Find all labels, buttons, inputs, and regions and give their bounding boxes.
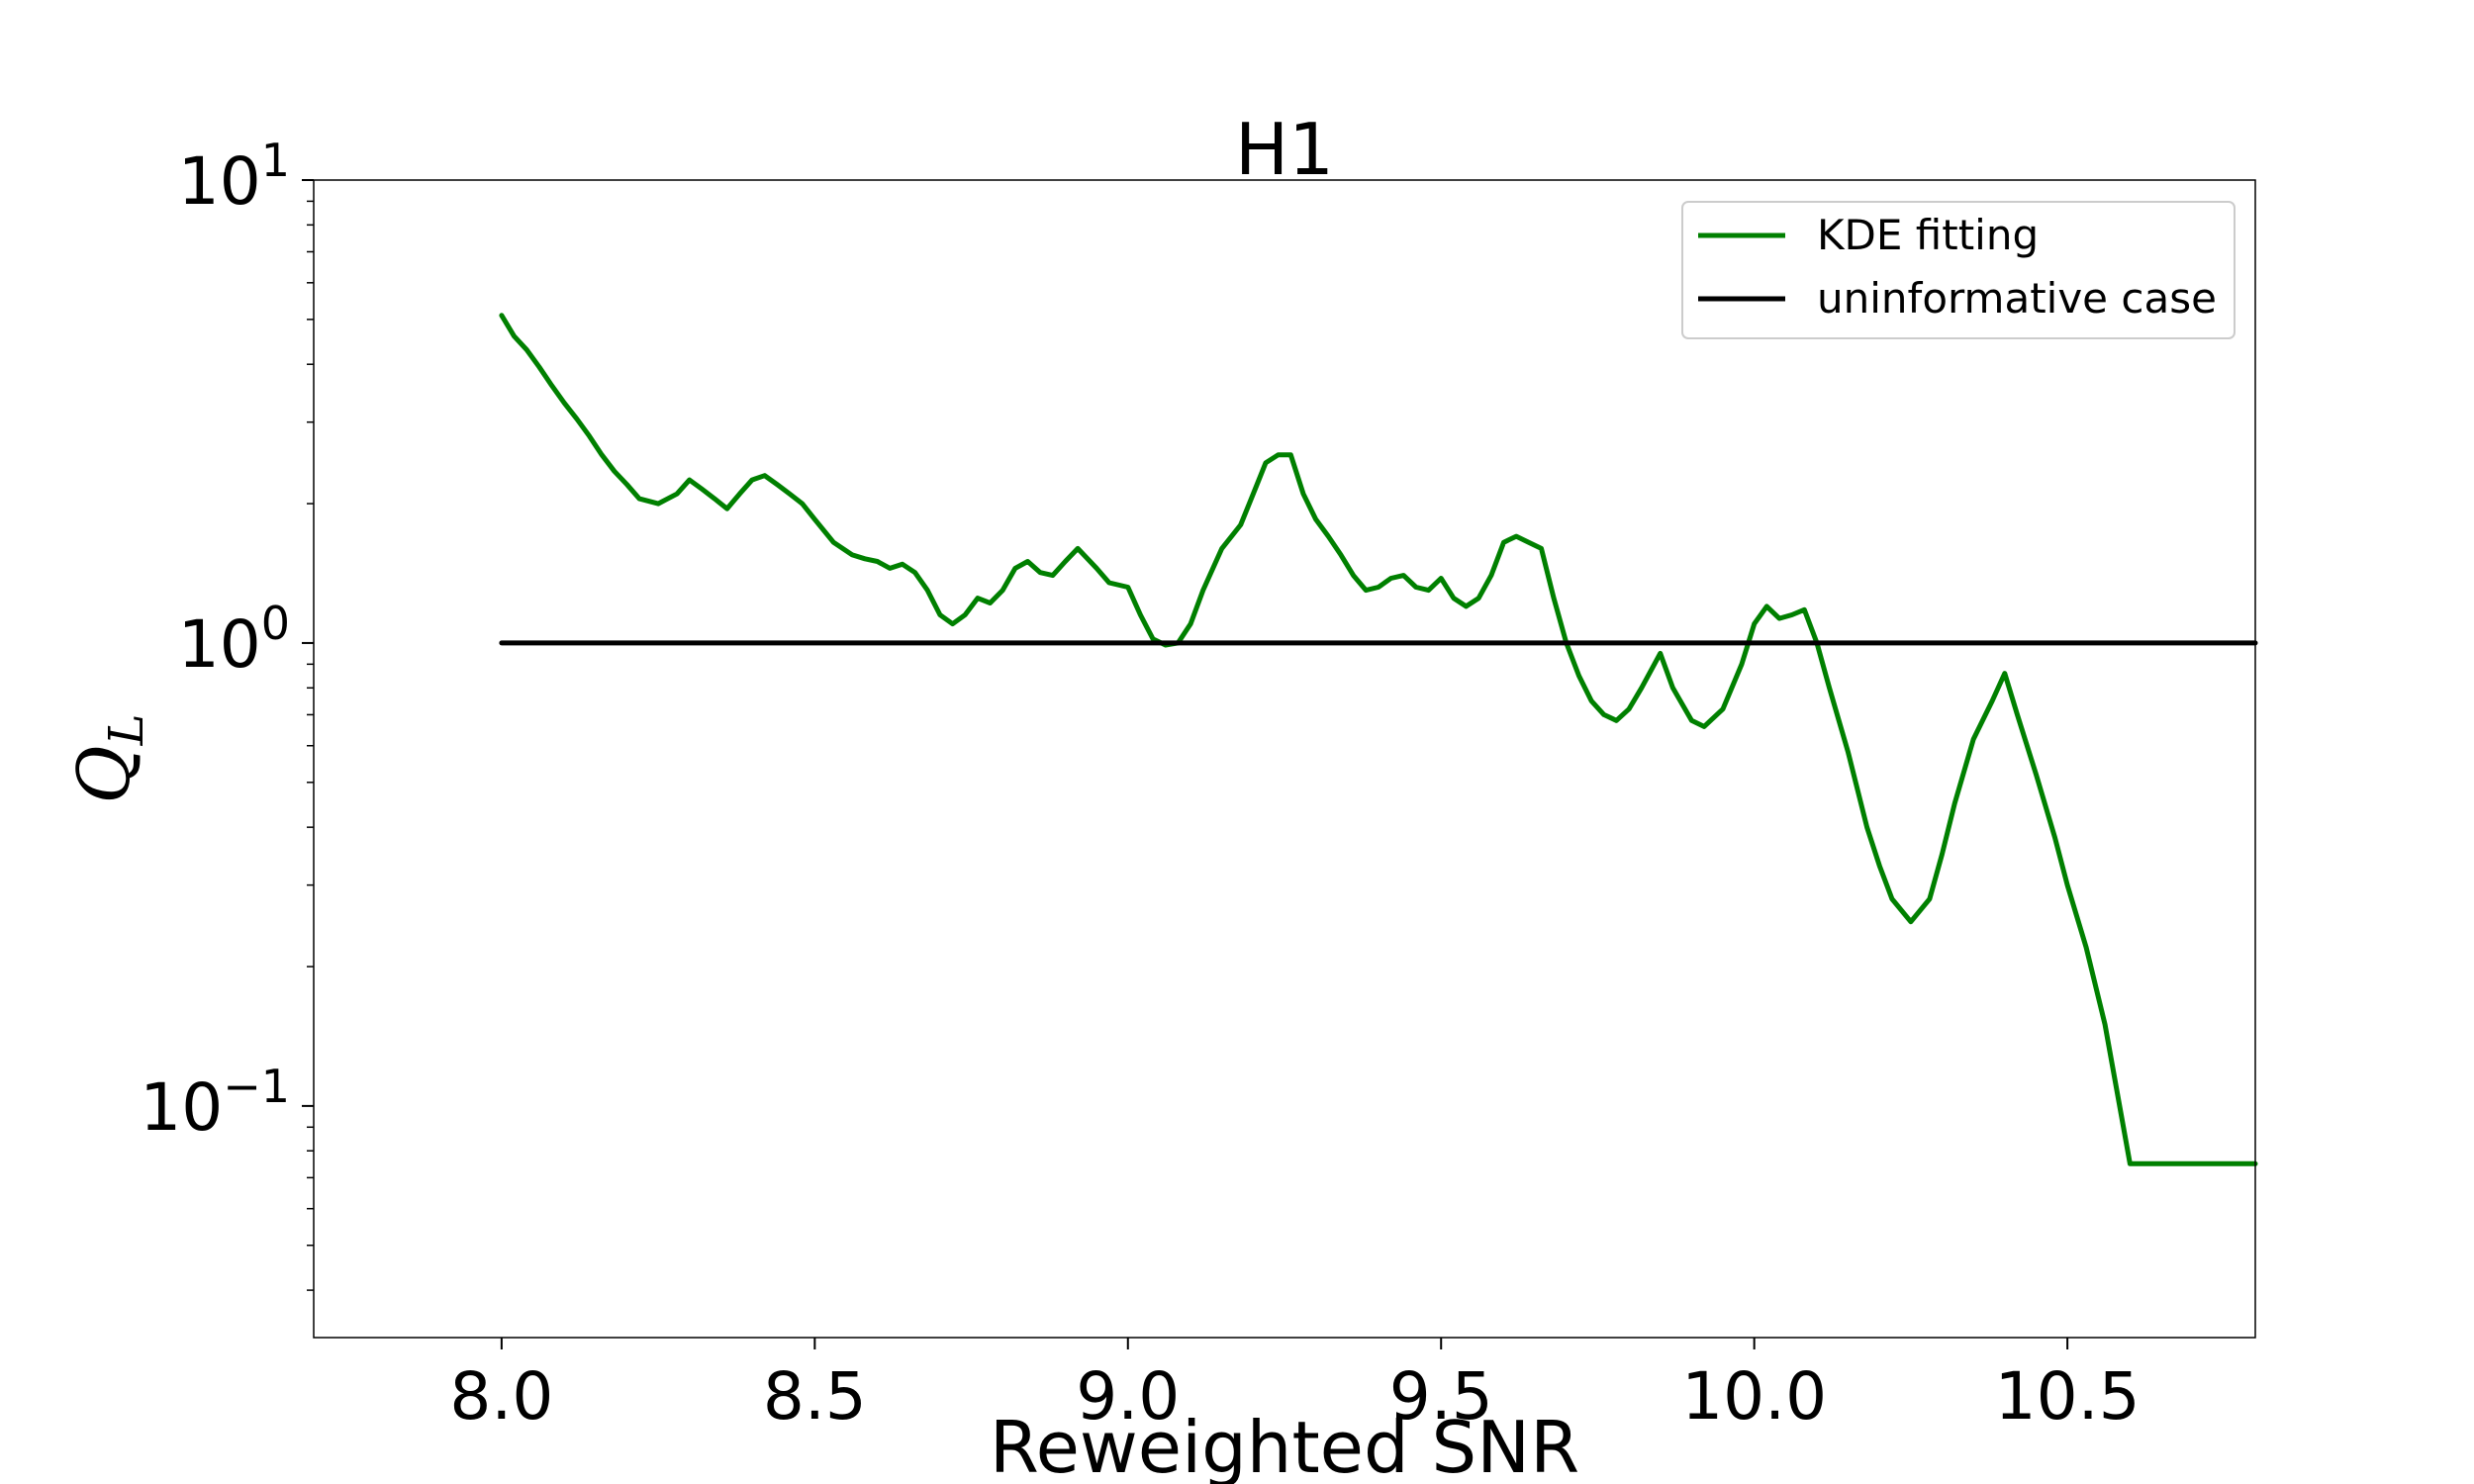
x-tick-label: 10.0 bbox=[1681, 1358, 1827, 1435]
series-line-kde-fitting bbox=[499, 313, 2258, 1166]
plot-series bbox=[499, 313, 2258, 1166]
y-axis-ticks: 101 100 10−1 bbox=[140, 134, 314, 1291]
legend: KDE fitting uninformative case bbox=[1681, 201, 2236, 339]
y-axis-label: QL bbox=[62, 714, 154, 804]
y-axis-label-main: Q bbox=[62, 745, 145, 803]
legend-label-uninformative: uninformative case bbox=[1817, 274, 2217, 323]
x-tick-label: 10.5 bbox=[1995, 1358, 2141, 1435]
y-axis-label-subscript: L bbox=[99, 714, 154, 747]
chart-title: H1 bbox=[1235, 108, 1334, 191]
y-tick-label: 100 bbox=[178, 597, 290, 683]
y-tick-label: 101 bbox=[178, 134, 290, 220]
x-axis-label: Reweighted SNR bbox=[990, 1406, 1579, 1484]
x-tick-label: 9.0 bbox=[1076, 1358, 1180, 1435]
x-tick-label: 8.0 bbox=[449, 1358, 553, 1435]
legend-box bbox=[1681, 201, 2236, 339]
x-axis-ticks: 8.0 8.5 9.0 9.5 10.0 10.5 bbox=[449, 1338, 2141, 1435]
legend-label-kde: KDE fitting bbox=[1817, 211, 2039, 259]
plot-frame bbox=[313, 179, 2256, 1339]
x-tick-label: 8.5 bbox=[763, 1358, 867, 1435]
y-tick-label: 10−1 bbox=[140, 1060, 290, 1146]
x-tick-label: 9.5 bbox=[1389, 1358, 1493, 1435]
